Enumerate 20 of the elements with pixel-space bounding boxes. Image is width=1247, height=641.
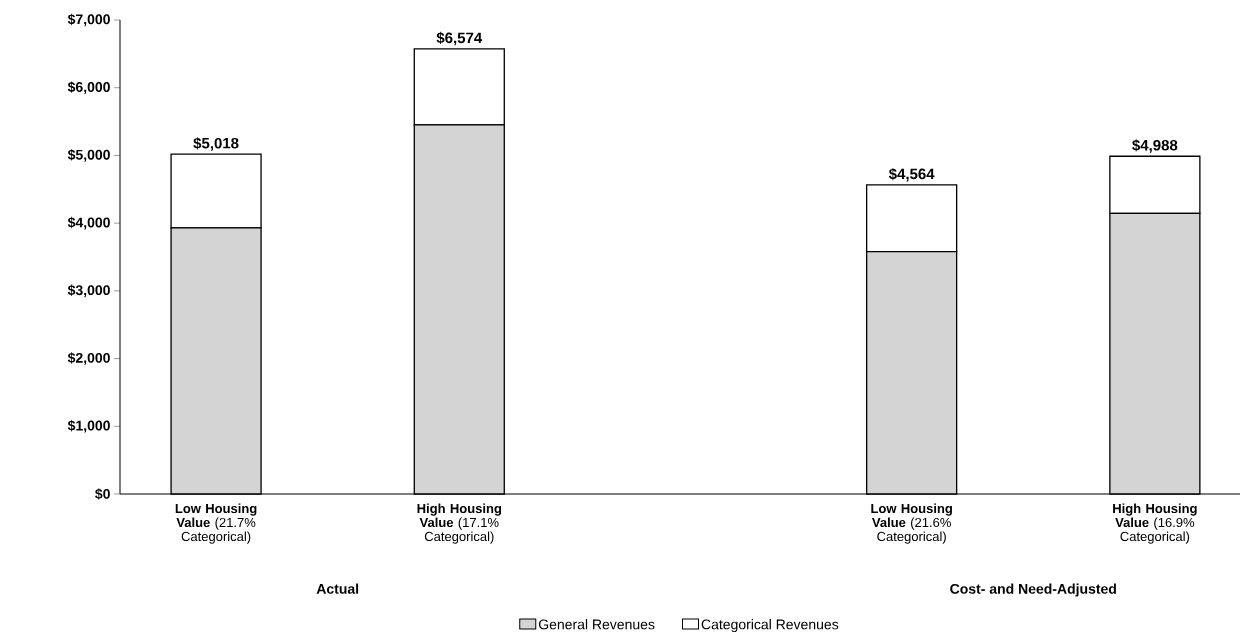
y-tick-label: $0 [95,488,110,500]
x-tick-label: Low Housing Value (21.7% Categorical) [175,503,257,544]
total-label: $5,018 [193,137,239,151]
text: Actual [316,583,359,594]
y-tick-label: $4,000 [67,216,110,230]
text: Cost- and Need-Adjusted [950,583,1116,597]
legend-label: Categorical Revenues [701,619,839,633]
total-label: $6,574 [436,31,483,46]
x-tick-label: High Housing Value (16.9% Categorical) [1113,503,1197,544]
y-tick-label: $6,000 [67,81,110,94]
y-tick-label: $1,000 [67,420,110,433]
x-tick-label: High Housing Value (17.1% Categorical) [417,503,502,544]
y-tick-label: $7,000 [67,13,110,27]
x-tick-label: Low Housing Value (21.6% Categorical) [871,503,952,544]
total-label: $4,564 [888,167,935,182]
y-tick-label: $5,000 [67,149,110,162]
legend-label: General Revenues [538,619,655,630]
y-tick-label: $3,000 [67,284,110,298]
total-label: $4,988 [1132,139,1178,153]
y-tick-label: $2,000 [67,352,110,365]
